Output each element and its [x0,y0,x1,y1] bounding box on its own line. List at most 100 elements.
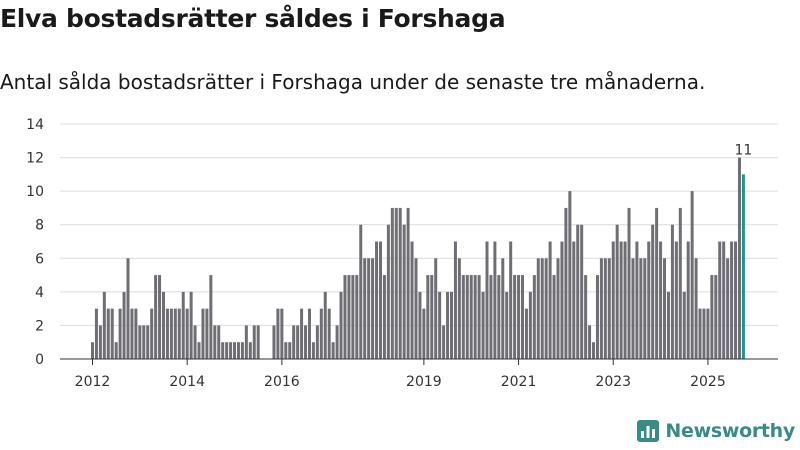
y-tick-label: 0 [35,352,44,368]
bar [339,291,343,359]
bar [730,241,734,359]
data-label: 11 [735,142,753,158]
y-tick-label: 2 [35,318,44,334]
bar [351,275,355,359]
bar [442,325,446,359]
bar [252,325,256,359]
bar [304,325,308,359]
y-axis-ticks: 0 2 4 6 8 10 12 14 [26,117,44,368]
x-tick-label: 2019 [406,374,442,390]
bar [631,258,635,359]
bar [659,241,663,359]
x-axis-ticks: 2012 2014 2016 2019 2021 2023 2025 [75,359,726,390]
bar [694,258,698,359]
bar [611,241,615,359]
bar [229,342,233,359]
bar [588,325,592,359]
bar [347,275,351,359]
bar [450,291,453,359]
bar [714,275,718,359]
bar [682,291,686,359]
data-labels: 11 [735,142,753,158]
y-tick-label: 8 [35,218,44,234]
bar [599,258,603,359]
bar [655,207,659,359]
page-title: Elva bostadsrätter såldes i Forshaga [0,4,506,33]
bar [509,241,513,359]
bar [710,275,714,359]
bar [91,342,94,359]
bar [130,308,134,359]
bar [461,275,465,359]
bar [678,207,682,359]
bar [639,258,643,359]
bar [576,224,580,359]
bar [138,325,142,359]
bar [162,291,166,359]
bar [489,275,493,359]
bar [110,308,114,359]
bar [142,325,146,359]
x-tick-label: 2016 [264,374,300,390]
bar [414,258,418,359]
bar [173,308,177,359]
bar [288,342,292,359]
bar [213,325,217,359]
bar [319,308,323,359]
bar [552,275,556,359]
bar-chart-logo-icon [637,420,660,442]
bar [248,342,252,359]
bar [375,241,379,359]
bar [528,291,532,359]
bar [177,308,181,359]
bar [158,275,162,359]
bar [146,325,150,359]
bar [422,308,426,359]
bar [674,241,678,359]
bar [225,342,229,359]
bar [410,241,414,359]
bar [580,224,584,359]
bar [627,207,631,359]
bar [453,241,457,359]
bar [363,258,367,359]
bar [181,291,185,359]
bar [477,275,481,359]
bar [635,241,639,359]
bar [102,291,106,359]
bar [205,308,209,359]
bar [737,157,741,359]
bar [236,342,240,359]
bar [359,224,363,359]
bars [91,157,745,359]
bar [548,241,552,359]
bar [647,241,651,359]
bar [623,241,627,359]
bar [513,275,517,359]
bar [382,275,386,359]
bar [446,291,450,359]
x-tick-label: 2025 [690,374,726,390]
bar [595,275,599,359]
bar [524,308,528,359]
bar [592,342,596,359]
bar [572,241,576,359]
bar [118,308,122,359]
bar [726,258,730,359]
bar [272,325,276,359]
bar [465,275,469,359]
bar [390,207,394,359]
bar [741,174,745,359]
x-tick-label: 2023 [595,374,631,390]
y-tick-label: 14 [26,117,44,133]
bar [189,291,193,359]
bar [378,241,382,359]
bar [418,291,422,359]
bar [94,308,98,359]
y-tick-label: 12 [26,151,44,167]
bar [165,308,169,359]
bar [670,224,674,359]
y-tick-label: 6 [35,251,44,267]
brand-logo[interactable]: Newsworthy [637,420,795,442]
bar [193,325,197,359]
